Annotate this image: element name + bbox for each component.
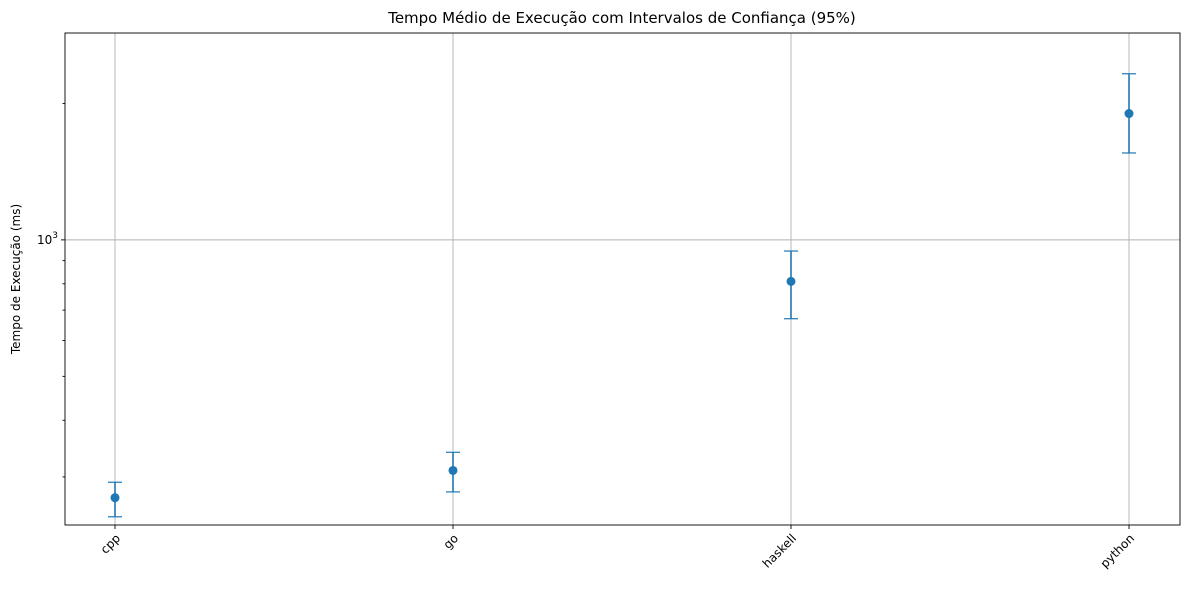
grid [65,33,1180,525]
chart-title: Tempo Médio de Execução com Intervalos d… [387,9,856,27]
y-tick-label: 103 [37,231,58,247]
data-point [448,465,458,475]
data-series [108,73,1136,518]
data-point-group [1122,73,1136,154]
x-tick-label: haskell [760,531,799,570]
data-point [786,276,796,286]
x-tick-label: python [1098,531,1138,571]
x-tick-label: cpp [98,531,123,556]
axis-ticks: cpp go haskell python 103 [37,102,1138,571]
data-point [1124,109,1134,119]
x-tick-label: go [441,531,461,551]
data-point [110,493,120,503]
data-point-group [108,481,122,518]
plot-area-frame [64,32,1181,526]
y-axis-label: Tempo de Execução (ms) [9,204,23,355]
data-point-group [784,250,798,320]
data-point-group [446,451,460,493]
